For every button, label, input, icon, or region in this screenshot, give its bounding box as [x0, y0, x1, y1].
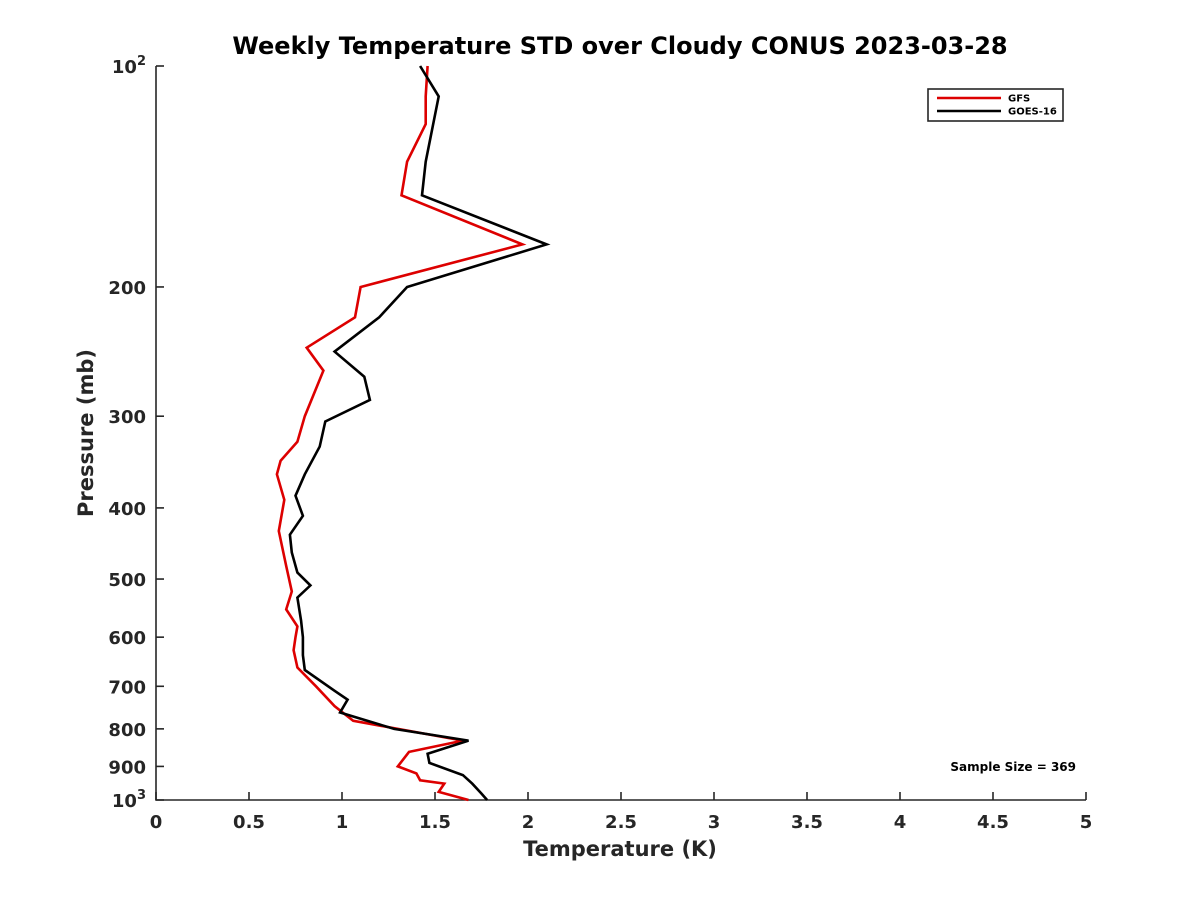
y-tick-base: 10 — [112, 791, 137, 812]
y-tick-label: 500 — [108, 570, 146, 591]
x-tick-label: 1.5 — [419, 812, 451, 833]
x-axis-ticks: 0 0.5 1 1.5 2 2.5 3 3.5 4 4.5 5 — [150, 792, 1093, 833]
x-tick-label: 1 — [336, 812, 349, 833]
plot-area: 0 0.5 1 1.5 2 2.5 3 3.5 4 4.5 5 102200300400500600… — [108, 54, 1092, 833]
x-tick-label: 4.5 — [977, 812, 1009, 833]
x-tick-label: 5 — [1080, 812, 1093, 833]
x-tick-label: 4 — [894, 812, 907, 833]
series-line-goes-16 — [288, 65, 551, 801]
y-tick-exponent: 2 — [137, 54, 146, 69]
y-tick-label: 400 — [108, 499, 146, 520]
y-tick-label: 600 — [108, 628, 146, 649]
sample-size-annotation: Sample Size = 369 — [950, 760, 1076, 774]
x-tick-label: 0 — [150, 812, 163, 833]
y-tick-label: 700 — [108, 677, 146, 698]
y-tick-label: 102 — [112, 54, 146, 78]
x-tick-label: 3.5 — [791, 812, 823, 833]
x-axis-label: Temperature (K) — [523, 837, 717, 861]
y-axis-label: Pressure (mb) — [74, 349, 98, 517]
y-tick-exponent: 3 — [137, 788, 146, 803]
y-tick-label: 200 — [108, 278, 146, 299]
y-tick-label: 300 — [108, 407, 146, 428]
axes-frame — [155, 66, 1086, 801]
x-tick-label: 0.5 — [233, 812, 265, 833]
legend-entry-label: GOES-16 — [1008, 107, 1057, 118]
y-tick-label: 800 — [108, 720, 146, 741]
x-tick-label: 2 — [522, 812, 535, 833]
series-line-gfs — [275, 65, 527, 802]
legend-entry-label: GFS — [1008, 94, 1030, 105]
legend-box — [927, 88, 1064, 122]
x-tick-label: 2.5 — [605, 812, 637, 833]
legend: GFS GOES-16 — [927, 88, 1064, 122]
y-tick-label: 103 — [112, 788, 146, 812]
x-tick-label: 3 — [708, 812, 721, 833]
series-lines — [275, 65, 551, 802]
chart-title: Weekly Temperature STD over Cloudy CONUS… — [232, 32, 1007, 60]
y-tick-label: 900 — [108, 757, 146, 778]
y-tick-base: 10 — [112, 57, 137, 78]
